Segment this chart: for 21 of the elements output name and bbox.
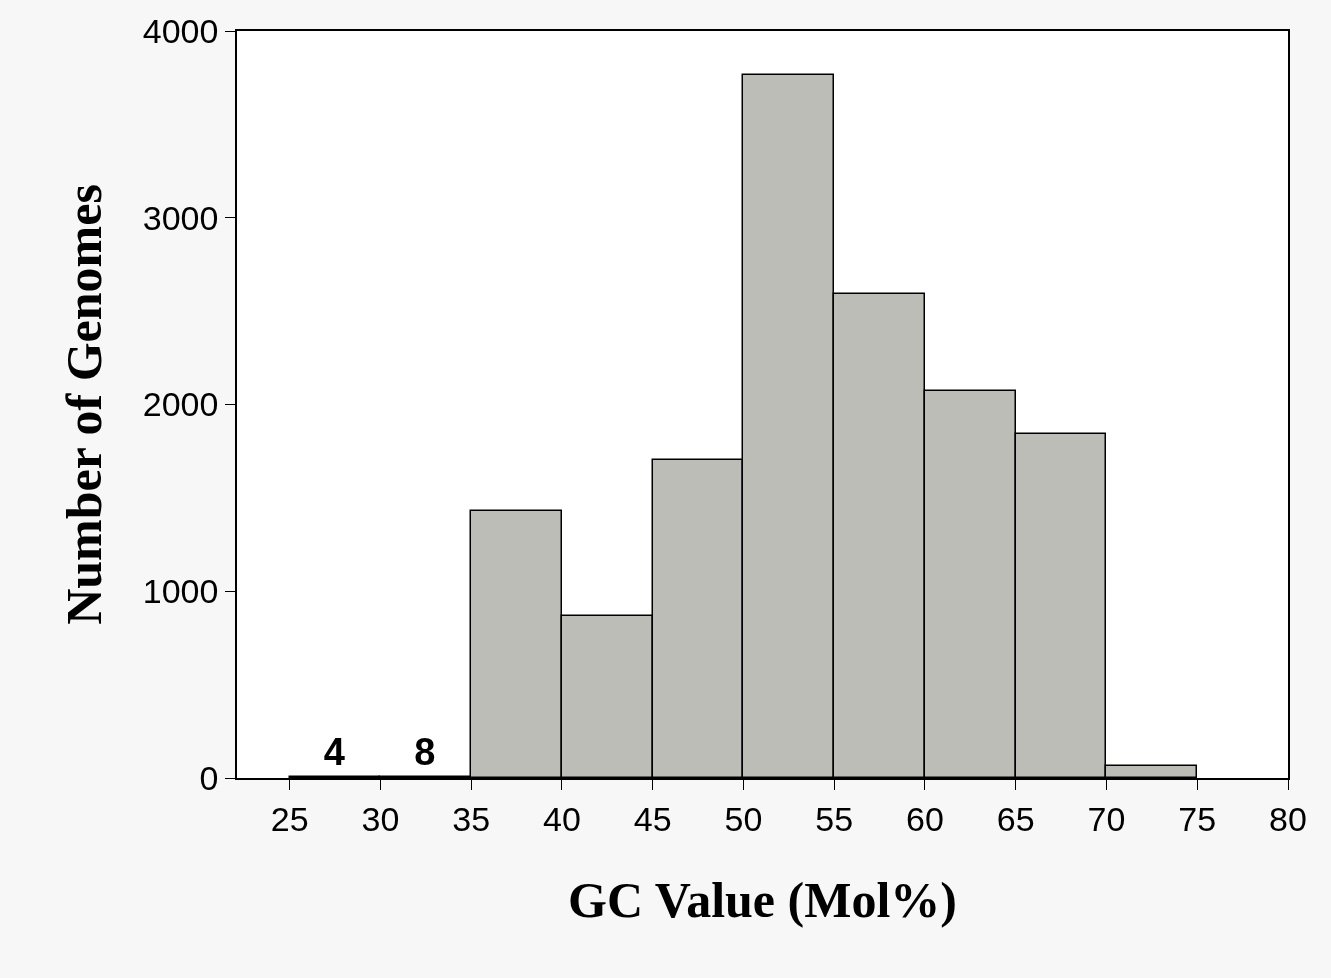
y-tick-label: 2000 [142,385,219,424]
x-tick-label: 30 [361,799,400,838]
x-tick-label: 60 [906,799,944,838]
x-tick-label: 50 [724,799,763,838]
data-label: 8 [414,731,436,774]
x-tick-label: 55 [815,799,854,838]
x-tick-label: 45 [633,799,672,838]
y-tick-label: 1000 [142,572,219,611]
x-tick-label: 70 [1087,799,1126,838]
x-tick-label: 40 [543,799,581,838]
data-label: 4 [323,731,345,774]
x-tick-label: 25 [270,799,309,838]
x-tick-label: 65 [996,799,1035,838]
x-tick-label: 80 [1269,799,1307,838]
x-tick-label: 35 [452,799,491,838]
y-axis-title: Number of Genomes [56,184,113,625]
y-tick-label: 4000 [142,11,219,50]
y-tick-label: 0 [199,758,219,797]
x-axis-title: GC Value (Mol%) [568,871,957,928]
x-tick-label: 75 [1178,799,1217,838]
y-tick-label: 3000 [142,198,219,237]
